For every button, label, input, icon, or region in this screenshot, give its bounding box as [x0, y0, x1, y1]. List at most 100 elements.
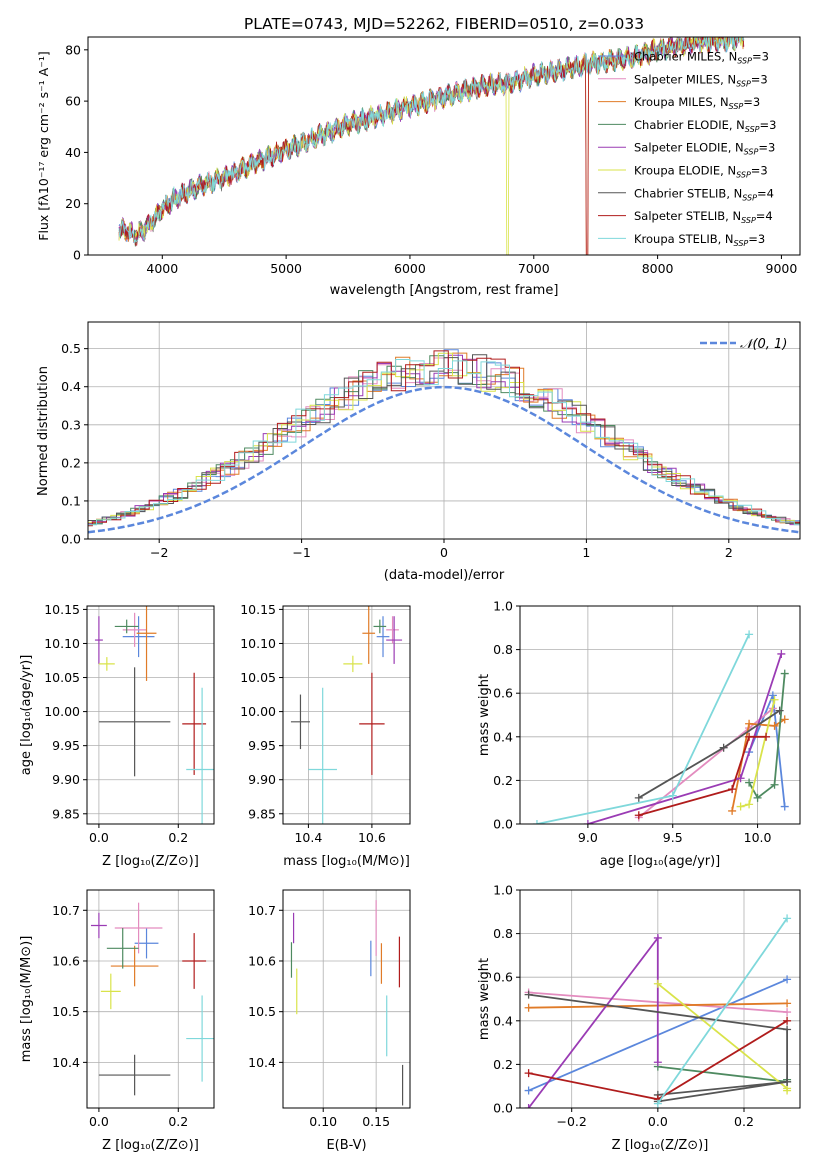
x-tick-label: 9000	[766, 261, 798, 276]
mass-weight-marker	[780, 715, 789, 724]
mass-weight-marker	[634, 811, 643, 820]
mass-weight-marker	[783, 1016, 792, 1025]
y-tick-label: 0.8	[493, 642, 513, 657]
y-tick-label: 10.05	[240, 670, 276, 685]
y-tick-label: 10.05	[44, 670, 80, 685]
legend-label: Kroupa MILES, NSSP=3	[634, 95, 760, 111]
y-tick-label: 0.6	[493, 686, 513, 701]
legend-label: Salpeter ELODIE, NSSP=3	[634, 141, 775, 157]
y-tick-label: 10.5	[248, 1004, 276, 1019]
x-tick-label: 0.2	[734, 1114, 754, 1129]
y-tick-label: 10.6	[52, 953, 80, 968]
mass-weight-marker	[783, 1077, 792, 1086]
y-tick-label: 9.95	[248, 738, 276, 753]
spectrum-title: PLATE=0743, MJD=52262, FIBERID=0510, z=0…	[244, 15, 644, 33]
x-tick-label: 9.0	[578, 830, 598, 845]
errorbar-point	[308, 687, 337, 824]
mass-vs-Z-frame	[86, 889, 215, 1109]
errorbar-point	[186, 687, 214, 824]
legend-label: Kroupa ELODIE, NSSP=3	[634, 164, 768, 180]
x-tick-label: −1	[292, 545, 310, 560]
errorbar-point	[186, 995, 214, 1082]
age-vs-mass-panel: 10.4 10.6 9.85 9.90 9.95 10.00 10.05 10.10 10.15…	[240, 602, 411, 869]
x-tick-label: 10.4	[294, 830, 322, 845]
age-vs-Z-frame	[86, 605, 215, 825]
errorbar-point	[343, 655, 363, 673]
mass-weight-marker	[524, 1086, 533, 1095]
x-tick-label: 4000	[146, 261, 178, 276]
y-tick-label: 0.2	[493, 773, 513, 788]
weight-vs-Z-ylabel: mass weight	[477, 958, 492, 1040]
mass-weight-line	[657, 917, 788, 1105]
y-tick-label: 80	[65, 42, 81, 57]
mass-weight-marker	[634, 793, 643, 802]
x-tick-label: 1	[582, 545, 590, 560]
x-tick-label: 0.10	[309, 1114, 337, 1129]
y-tick-label: 10.15	[44, 602, 80, 617]
mass-weight-marker	[653, 933, 662, 942]
mass-vs-EBV-xlabel: E(B-V)	[326, 1138, 366, 1153]
mass-weight-marker	[780, 802, 789, 811]
mass-weight-marker	[783, 999, 792, 1008]
mass-weight-marker	[728, 785, 737, 794]
normal-curve-legend-label: 𝒩(0, 1)	[740, 337, 787, 352]
spectrum-series-line	[118, 37, 744, 243]
age-vs-Z-xlabel: Z [log₁₀(Z/Z⊙)]	[102, 854, 199, 869]
legend-label: Salpeter MILES, NSSP=3	[634, 72, 768, 88]
x-tick-label: 5000	[270, 261, 302, 276]
errorbar-point	[182, 933, 207, 989]
y-tick-label: 0.6	[493, 970, 513, 985]
errorbar-point	[376, 616, 390, 658]
x-tick-label: 9.5	[663, 830, 683, 845]
x-tick-label: 0	[440, 545, 448, 560]
x-tick-label: 0.2	[168, 830, 188, 845]
x-tick-label: 6000	[394, 261, 426, 276]
mass-weight-marker	[745, 778, 754, 787]
y-tick-label: 10.4	[248, 1055, 276, 1070]
mass-weight-marker	[736, 774, 745, 783]
x-tick-label: 0.0	[89, 830, 109, 845]
x-tick-label: 2	[725, 545, 733, 560]
residual-histogram	[88, 359, 800, 526]
y-tick-label: 10.00	[44, 704, 80, 719]
residual-frame	[87, 321, 801, 540]
x-tick-label: 0.0	[648, 1114, 668, 1129]
legend-label: Chabrier STELIB, NSSP=4	[634, 186, 774, 202]
y-tick-label: 0.4	[493, 729, 513, 744]
y-tick-label: 0.4	[61, 379, 81, 394]
y-tick-label: 60	[65, 94, 81, 109]
mass-weight-marker	[719, 743, 728, 752]
y-tick-label: 10.10	[44, 636, 80, 651]
weight-vs-age-xlabel: age [log₁₀(age/yr)]	[600, 854, 721, 869]
mass-vs-Z-panel: 0.0 0.2 10.4 10.5 10.6 10.7 Z [log₁₀(Z/Z⊙)] mas…	[19, 889, 215, 1153]
y-tick-label: 9.85	[52, 806, 80, 821]
errorbar-point	[100, 973, 121, 1010]
mass-weight-marker	[653, 1099, 662, 1108]
mass-weight-line	[528, 993, 788, 1103]
errorbar-point	[362, 606, 376, 664]
mass-weight-marker	[524, 1104, 533, 1108]
mass-vs-EBV-frame	[282, 889, 411, 1109]
errorbar-point	[359, 672, 385, 775]
residual-xlabel: (data-model)/error	[384, 568, 505, 583]
mass-weight-marker	[770, 721, 779, 730]
y-tick-label: 10.7	[248, 903, 276, 918]
mass-weight-marker	[745, 630, 754, 639]
errorbar-point	[98, 667, 171, 777]
y-tick-label: 9.90	[248, 772, 276, 787]
y-tick-label: 1.0	[493, 883, 513, 898]
errorbar-point	[98, 1054, 171, 1096]
y-tick-label: 0	[73, 248, 81, 263]
mass-weight-marker	[768, 691, 777, 700]
mass-weight-marker	[653, 979, 662, 988]
y-tick-label: 9.90	[52, 772, 80, 787]
x-tick-label: 10.0	[744, 830, 772, 845]
errorbar-point	[98, 657, 115, 671]
errorbar-point	[122, 616, 155, 658]
y-tick-label: 9.85	[248, 806, 276, 821]
age-vs-mass-frame	[282, 605, 411, 825]
age-vs-Z-ylabel: age [log₁₀(age/yr)]	[19, 655, 34, 776]
x-tick-label: 0.15	[362, 1114, 390, 1129]
y-tick-label: 10.10	[240, 636, 276, 651]
age-vs-Z-panel: 0.0 0.2 9.85 9.90 9.95 10.00 10.05 10.10 10.15 Z …	[19, 602, 215, 869]
